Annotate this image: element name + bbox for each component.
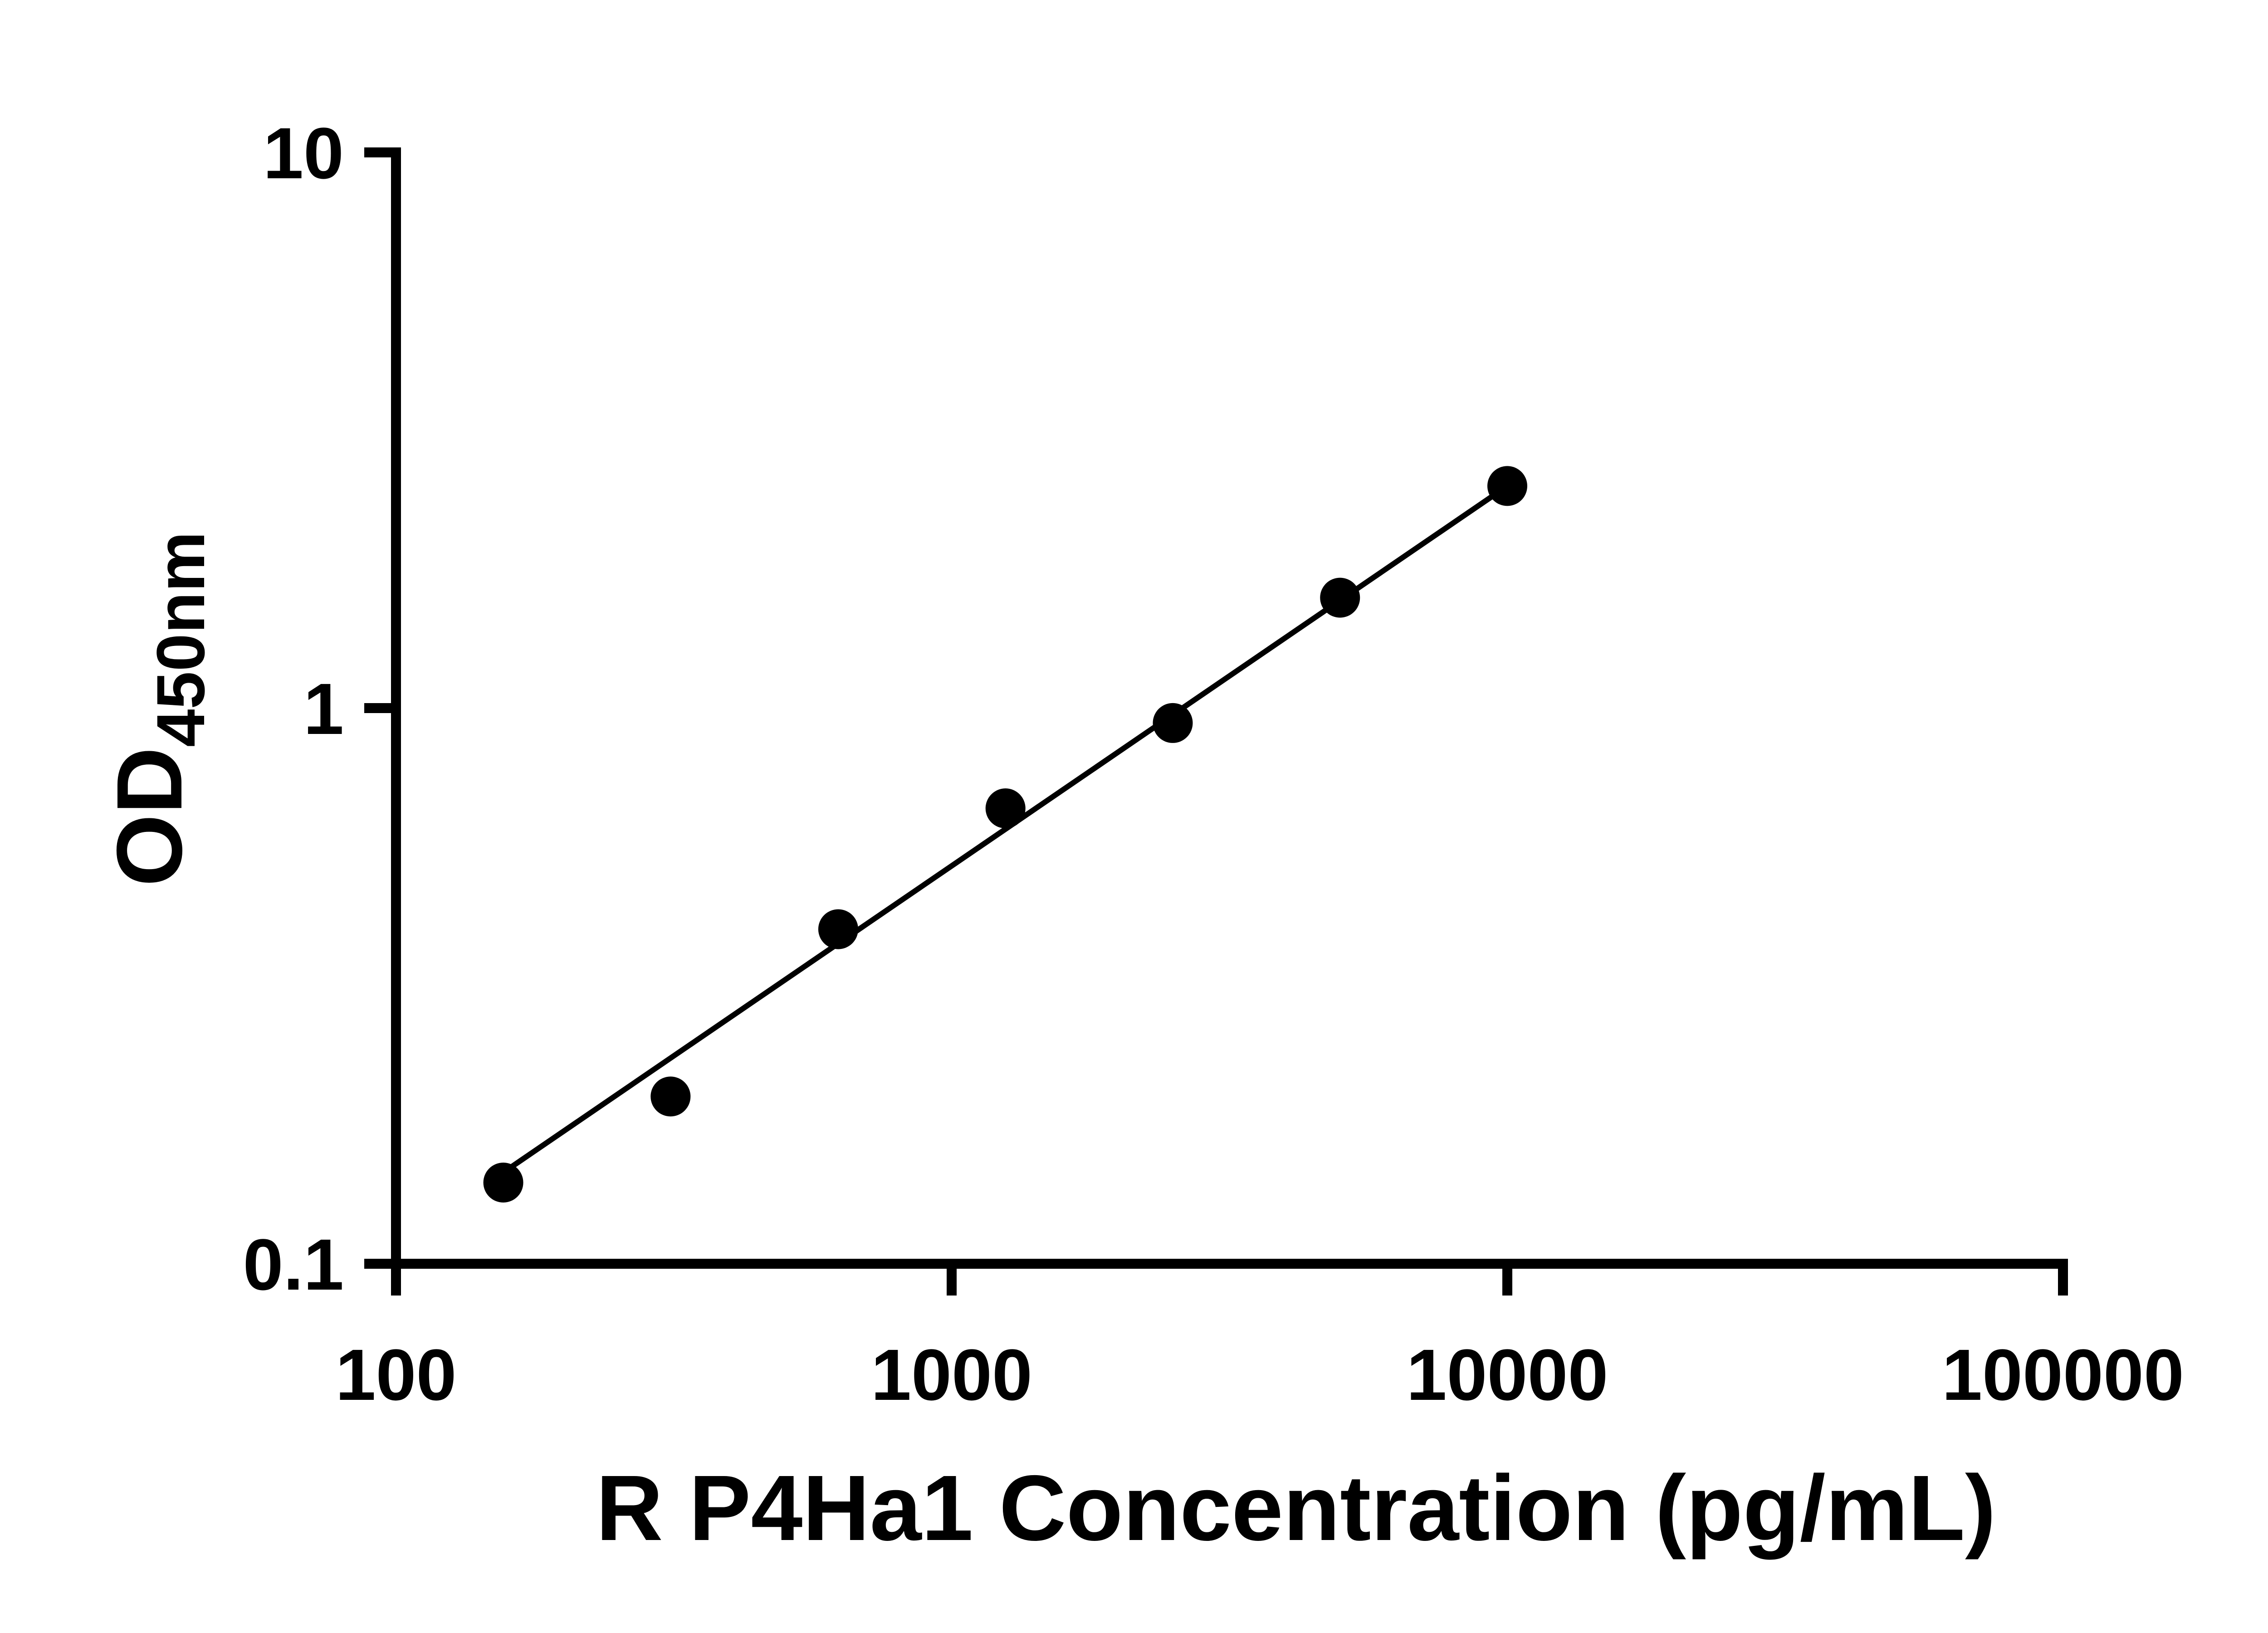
axis-lines [391,147,2068,1269]
axis-layer: 100 1000 10000 100000 0.1 1 10 [243,112,2184,1415]
data-point [1320,577,1360,618]
y-axis-title: OD450nm [98,532,219,887]
y-tick-label: 1 [303,668,344,749]
x-axis-title: R P4Ha1 Concentration (pg/mL) [596,1456,1996,1560]
data-point [818,909,858,949]
data-point [650,1076,691,1117]
y-axis-title-subscript: 450nm [142,532,219,747]
y-axis-title-main: OD [98,747,201,887]
x-tick-label: 1000 [871,1334,1032,1415]
data-point [1153,703,1193,743]
x-tick-label: 100000 [1942,1334,2184,1415]
data-point [985,788,1026,829]
plot-layer [483,466,1527,1203]
data-point [1487,466,1527,506]
x-tick-label: 100 [336,1334,457,1415]
y-tick-label: 10 [263,112,344,194]
x-tick-label: 10000 [1407,1334,1608,1415]
y-tick-label: 0.1 [243,1224,344,1305]
data-point [483,1162,523,1203]
